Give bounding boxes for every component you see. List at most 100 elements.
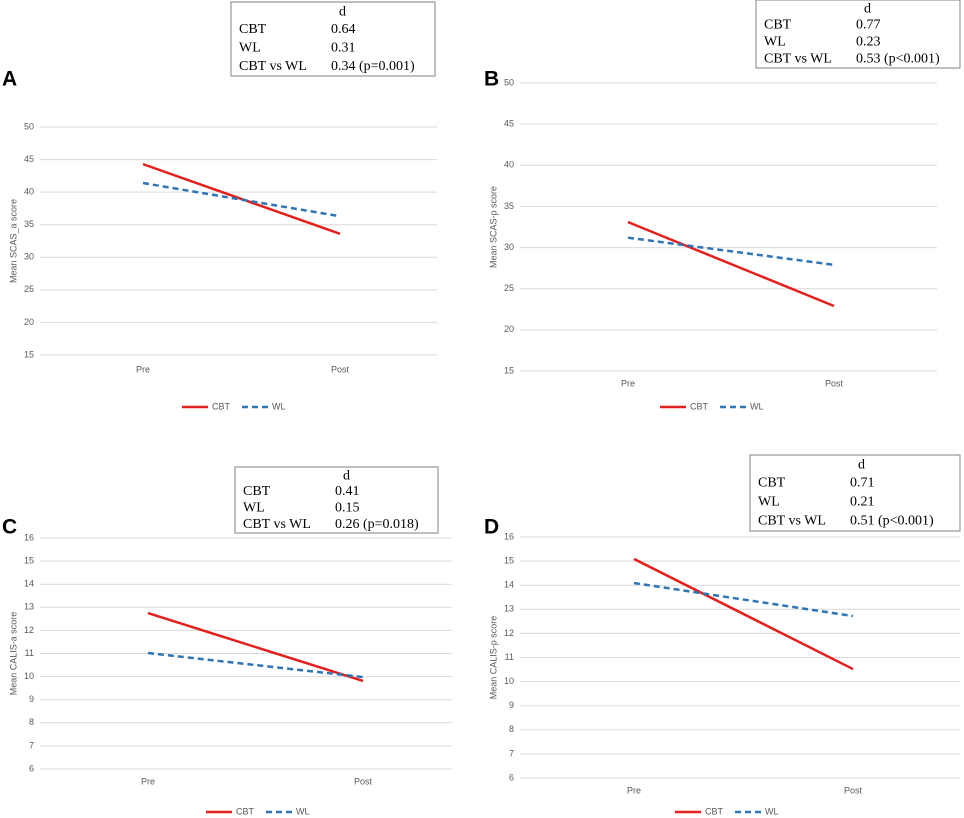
x-tick-label: Pre [621, 378, 635, 388]
x-tick-label: Post [825, 378, 844, 388]
y-tick-label: 45 [24, 154, 34, 164]
y-tick-label: 45 [504, 119, 514, 129]
table-cell: 0.51 (p<0.001) [850, 514, 934, 529]
series-line [147, 651, 364, 679]
annotation-box [749, 454, 961, 532]
x-tick-label: Post [844, 785, 863, 795]
legend-label: CBT [690, 401, 709, 411]
annotation-box [230, 1, 436, 77]
panel-label: B [484, 68, 499, 91]
y-tick-label: 15 [24, 349, 34, 359]
legend-label: WL [765, 806, 779, 816]
y-tick-label: 13 [24, 602, 34, 612]
series-line [142, 181, 341, 218]
y-tick-label: 14 [24, 579, 34, 589]
y-tick-label: 11 [25, 648, 34, 658]
y-tick-label: 25 [504, 283, 514, 293]
table-cell: 0.31 [331, 40, 356, 55]
table-cell: 0.64 [331, 22, 356, 37]
y-tick-label: 9 [29, 694, 34, 704]
table-cell: 0.21 [850, 495, 875, 510]
table-cell: 0.41 [335, 484, 360, 499]
table-header: d [343, 468, 350, 483]
panel-label: A [2, 68, 17, 91]
legend-label: WL [296, 806, 310, 816]
table-cell: 0.77 [856, 18, 881, 33]
table-cell: 0.34 (p=0.001) [331, 59, 415, 74]
y-tick-label: 30 [504, 242, 514, 252]
y-tick-label: 20 [24, 317, 34, 327]
series-line [627, 220, 835, 308]
y-tick-label: 15 [504, 365, 514, 375]
x-tick-label: Pre [136, 364, 150, 374]
x-tick-label: Pre [627, 785, 641, 795]
y-axis-label: Mean SCAS-p score [488, 186, 498, 268]
table-header: d [864, 2, 871, 17]
y-tick-label: 6 [29, 763, 34, 773]
y-tick-label: 15 [24, 555, 34, 565]
table-cell: CBT vs WL [764, 52, 832, 67]
panel-label: D [484, 516, 499, 539]
table-cell: 0.53 (p<0.001) [856, 52, 940, 67]
table-cell: CBT [758, 476, 786, 491]
y-axis-label: Mean CALIS-p score [488, 616, 498, 700]
y-tick-label: 16 [24, 532, 34, 542]
table-cell: CBT vs WL [243, 517, 311, 532]
y-axis-label: Mean SCAS_a score [8, 199, 18, 283]
y-tick-label: 8 [509, 724, 514, 734]
table-cell: CBT [239, 22, 267, 37]
series-line [147, 611, 364, 683]
table-cell: CBT [243, 484, 271, 499]
y-tick-label: 40 [504, 160, 514, 170]
table-cell: WL [764, 35, 786, 50]
series-line [142, 162, 341, 236]
y-tick-label: 12 [504, 628, 514, 638]
table-cell: 0.71 [850, 476, 875, 491]
panel-label: C [2, 516, 17, 539]
y-tick-label: 12 [24, 625, 34, 635]
table-cell: CBT vs WL [758, 514, 826, 529]
annotation-box [234, 466, 439, 534]
table-cell: 0.15 [335, 500, 360, 515]
y-tick-label: 40 [24, 187, 34, 197]
table-cell: WL [239, 40, 261, 55]
table-header: d [339, 4, 346, 19]
y-tick-label: 15 [504, 555, 514, 565]
legend-label: WL [272, 401, 286, 411]
table-cell: 0.23 [856, 35, 881, 50]
legend-label: WL [750, 401, 764, 411]
legend-label: CBT [212, 401, 231, 411]
y-tick-label: 7 [29, 740, 34, 750]
y-tick-label: 10 [24, 671, 34, 681]
annotation-box [755, 0, 961, 69]
y-tick-label: 20 [504, 324, 514, 334]
y-tick-label: 6 [509, 772, 514, 782]
y-tick-label: 16 [504, 531, 514, 541]
y-tick-label: 14 [504, 580, 514, 590]
y-tick-label: 30 [24, 252, 34, 262]
table-cell: 0.26 (p=0.018) [335, 517, 419, 532]
y-tick-label: 50 [504, 77, 514, 87]
y-tick-label: 50 [24, 121, 34, 131]
y-tick-label: 35 [24, 219, 34, 229]
table-header: d [858, 458, 865, 473]
y-tick-label: 10 [504, 676, 514, 686]
series-line [633, 557, 854, 671]
y-tick-label: 13 [504, 604, 514, 614]
y-tick-label: 9 [509, 700, 514, 710]
series-line [627, 236, 835, 267]
legend-label: CBT [236, 806, 255, 816]
table-cell: WL [243, 500, 265, 515]
x-tick-label: Pre [141, 776, 155, 786]
y-axis-label: Mean CALIS-a score [8, 612, 18, 696]
x-tick-label: Post [331, 364, 350, 374]
x-tick-label: Post [354, 776, 373, 786]
y-tick-label: 11 [505, 652, 514, 662]
y-tick-label: 8 [29, 717, 34, 727]
legend-label: CBT [705, 806, 724, 816]
table-cell: WL [758, 495, 780, 510]
table-cell: CBT vs WL [239, 59, 307, 74]
series-line [633, 581, 854, 618]
y-tick-label: 35 [504, 201, 514, 211]
